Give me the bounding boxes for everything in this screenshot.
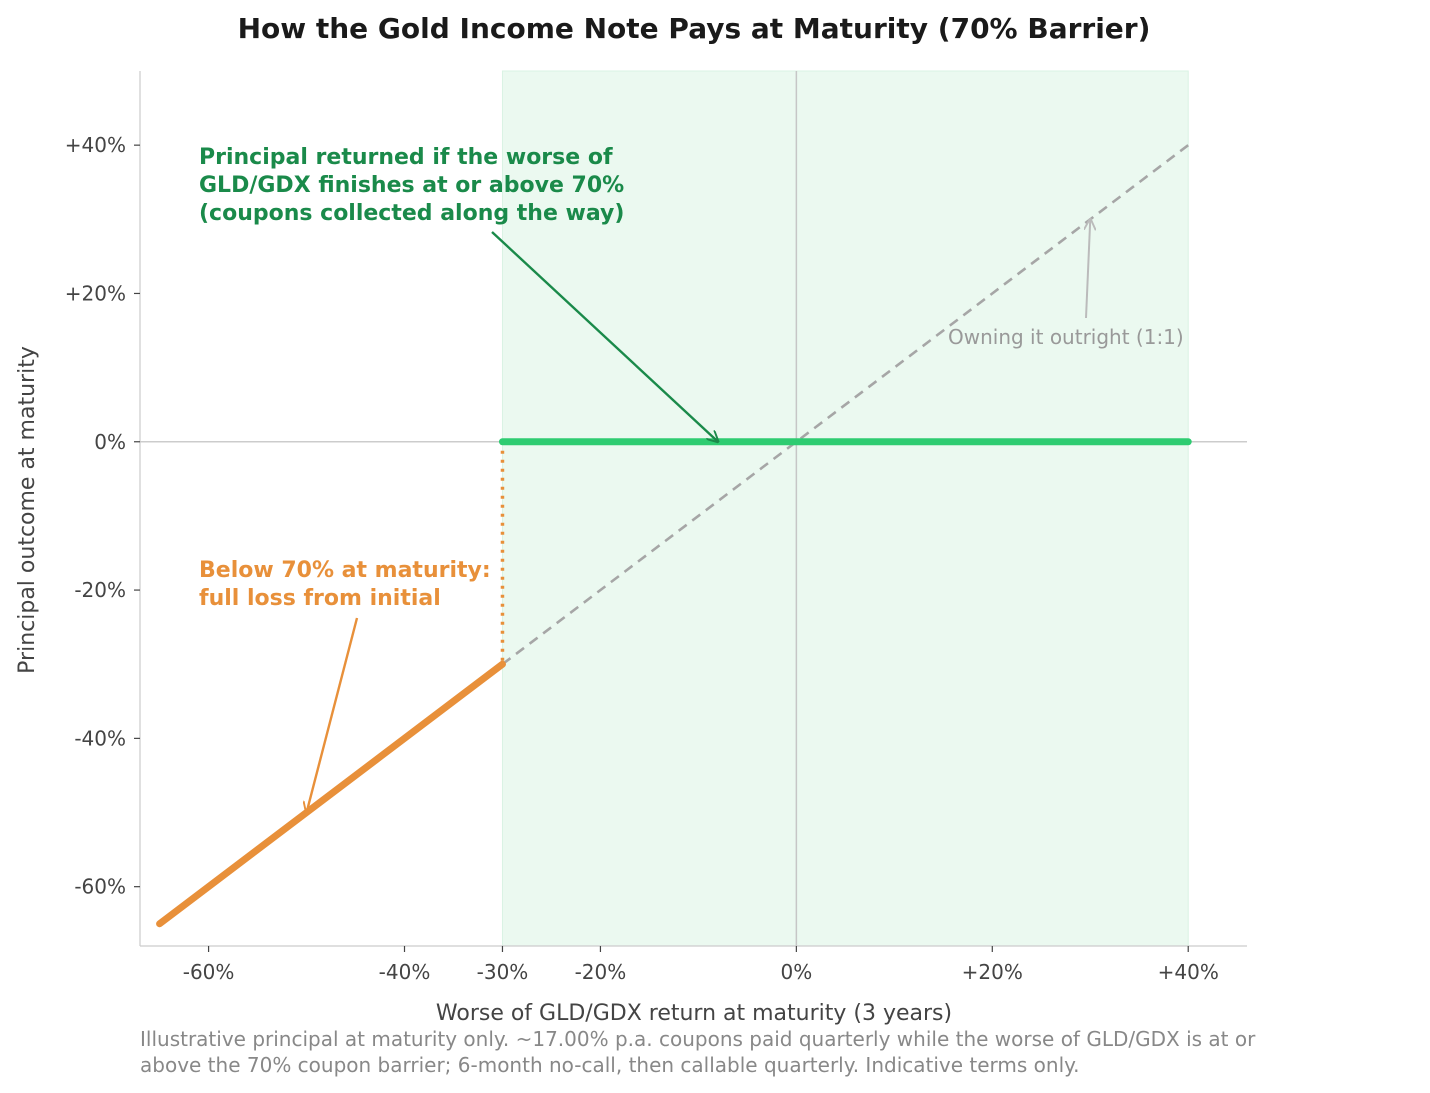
annotation-green-line: GLD/GDX finishes at or above 70% xyxy=(199,173,624,198)
y-tick-label: -60% xyxy=(74,875,126,899)
annotation-orange-line: full loss from initial xyxy=(199,586,441,611)
y-tick-label: 0% xyxy=(94,430,126,454)
annotation-orange-line: Below 70% at maturity: xyxy=(199,558,491,583)
plot-area: -60% -40% -30% -20% 0% +20% +40% +40% +20% 0% -20%… xyxy=(65,70,1247,984)
x-tick-label: +20% xyxy=(962,960,1023,984)
x-tick-label: +40% xyxy=(1158,960,1219,984)
series-outright-line xyxy=(501,144,1190,666)
x-tick-label: -30% xyxy=(477,960,529,984)
x-tick-label: 0% xyxy=(780,960,812,984)
x-tick-label: -20% xyxy=(575,960,627,984)
annotation-green-text: Principal returned if the worse of GLD/GD… xyxy=(199,145,624,226)
annotation-green-arrow xyxy=(491,231,718,442)
y-axis-label: Principal outcome at maturity xyxy=(15,346,40,674)
x-tick-label: -40% xyxy=(379,960,431,984)
chart-title: How the Gold Income Note Pays at Maturit… xyxy=(238,12,1151,45)
protection-zone xyxy=(501,70,1189,947)
annotation-green-line: Principal returned if the worse of xyxy=(199,145,613,170)
annotation-gray-text: Owning it outright (1:1) xyxy=(948,325,1184,349)
annotation-green-line: (coupons collected along the way) xyxy=(199,201,624,226)
annotation-orange-text: Below 70% at maturity: full loss from ini… xyxy=(199,558,491,611)
y-tick-label: -20% xyxy=(74,578,126,602)
footnote-line-1: Illustrative principal at maturity only.… xyxy=(140,1027,1256,1051)
footnote-line-2: above the 70% coupon barrier; 6-month no… xyxy=(140,1053,1080,1077)
y-tick-label: -40% xyxy=(74,726,126,750)
annotation-orange-arrow xyxy=(307,617,359,813)
annotation-gray-line: Owning it outright (1:1) xyxy=(948,325,1184,349)
y-tick-label: +20% xyxy=(65,281,126,305)
x-tick-label: -60% xyxy=(183,960,235,984)
annotation-gray-arrow xyxy=(1086,219,1090,319)
series-loss-line xyxy=(156,660,506,928)
x-axis-label: Worse of GLD/GDX return at maturity (3 y… xyxy=(436,1001,952,1026)
y-tick-label: +40% xyxy=(65,133,126,157)
